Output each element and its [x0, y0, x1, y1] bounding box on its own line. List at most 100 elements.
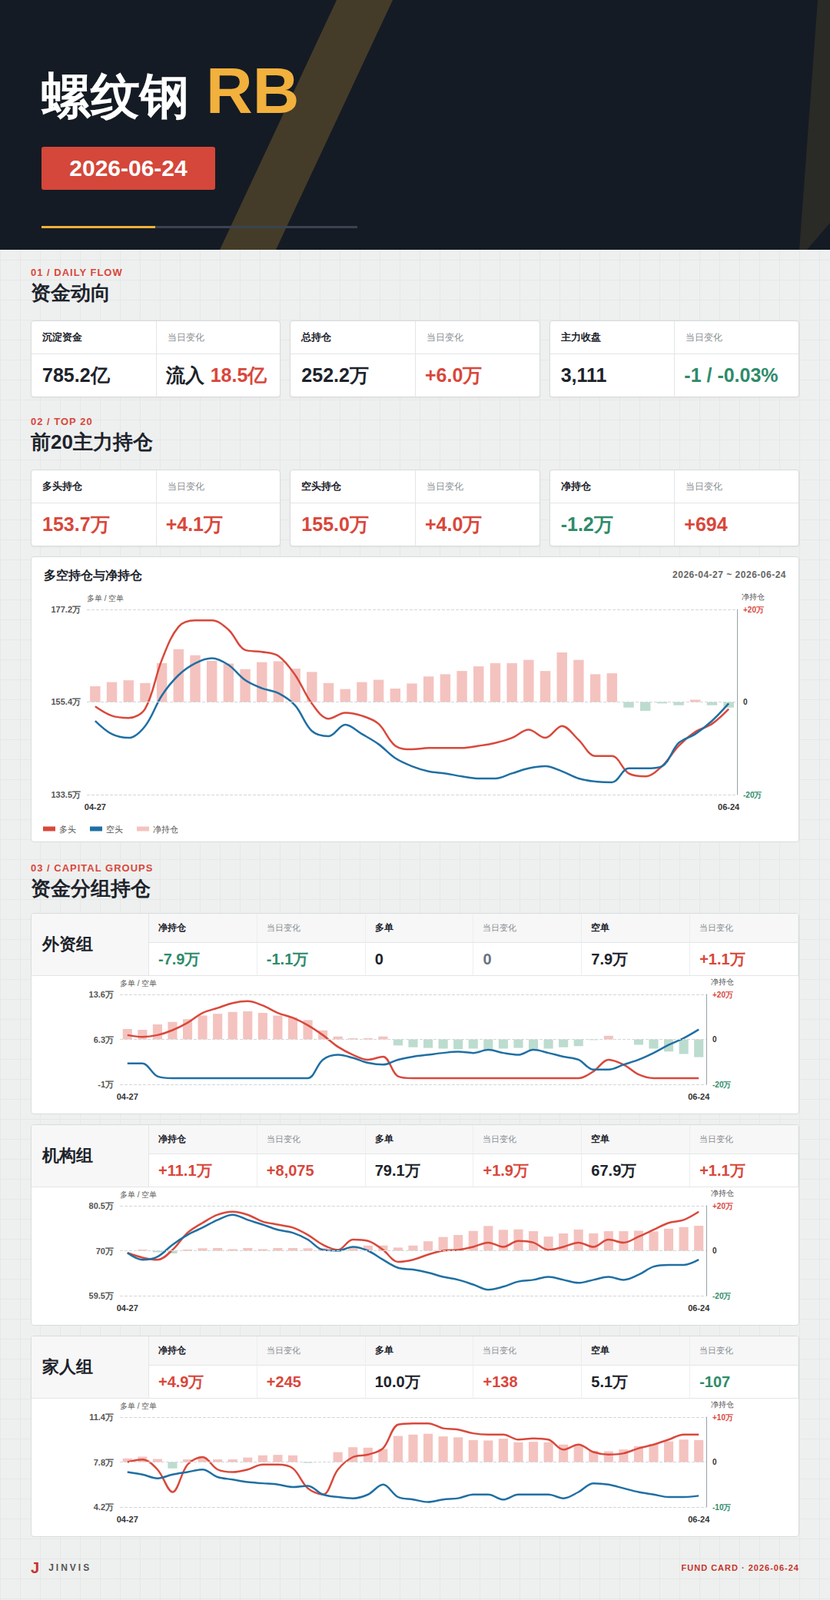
html-text:机构组: 机构组: [42, 1145, 93, 1166]
svg-text:+10万: +10万: [712, 1413, 734, 1422]
html-text:资金分组持仓: 资金分组持仓: [30, 876, 151, 900]
svg-text:155.4万: 155.4万: [50, 697, 81, 707]
svg-text:-20万: -20万: [712, 1080, 731, 1089]
svg-text:11.4万: 11.4万: [89, 1412, 114, 1422]
svg-text:多单 / 空单: 多单 / 空单: [86, 594, 124, 603]
html-text:-1.1万: -1.1万: [266, 950, 309, 968]
svg-text:多单 / 空单: 多单 / 空单: [119, 979, 157, 988]
svg-text:多单 / 空单: 多单 / 空单: [119, 1190, 157, 1199]
html-text:前20主力持仓: 前20主力持仓: [30, 430, 153, 454]
svg-text:空头: 空头: [106, 824, 123, 834]
svg-text:-10万: -10万: [712, 1503, 731, 1512]
svg-text:+20万: +20万: [743, 605, 764, 615]
html-text:流入 18.5亿: 流入 18.5亿: [165, 364, 267, 386]
html-text:净持仓: 净持仓: [158, 1344, 186, 1356]
svg-text:80.5万: 80.5万: [89, 1201, 114, 1211]
html-text:3,111: 3,111: [560, 364, 607, 386]
svg-text:-20万: -20万: [712, 1291, 731, 1301]
html-text:+8,075: +8,075: [266, 1161, 315, 1179]
svg-text:133.5万: 133.5万: [50, 790, 81, 800]
svg-text:-1万: -1万: [97, 1079, 114, 1089]
svg-text:净持仓: 净持仓: [741, 592, 765, 601]
html-text:总持仓: 总持仓: [301, 331, 332, 343]
html-text:+1.9万: +1.9万: [483, 1161, 529, 1179]
html-text:-1.2万: -1.2万: [560, 513, 614, 535]
svg-text:-20万: -20万: [743, 790, 762, 800]
html-text:2026-04-27 ~ 2026-06-24: 2026-04-27 ~ 2026-06-24: [672, 569, 787, 581]
html-text:10.0万: 10.0万: [374, 1372, 421, 1390]
svg-text:0: 0: [712, 1246, 718, 1255]
svg-text:13.6万: 13.6万: [89, 989, 114, 1000]
html-text:02 / TOP 20: 02 / TOP 20: [30, 415, 93, 428]
html-text:+4.1万: +4.1万: [165, 513, 223, 535]
html-text:+1.1万: +1.1万: [699, 950, 746, 968]
svg-text:04-27: 04-27: [116, 1092, 139, 1102]
svg-text:06-24: 06-24: [717, 802, 741, 812]
svg-text:0: 0: [743, 697, 748, 707]
html-text:净持仓: 净持仓: [158, 1133, 186, 1145]
html-text:+4.9万: +4.9万: [158, 1372, 205, 1390]
html-text:-7.9万: -7.9万: [158, 950, 201, 968]
svg-text:0: 0: [712, 1035, 718, 1044]
html-text:当日变化: 当日变化: [167, 480, 205, 492]
html-text:螺纹钢 RB: 螺纹钢 RB: [41, 54, 300, 127]
html-text:多空持仓与净持仓: 多空持仓与净持仓: [43, 568, 143, 582]
html-text:67.9万: 67.9万: [591, 1161, 637, 1179]
svg-text:177.2万: 177.2万: [50, 604, 81, 615]
html-text:785.2亿: 785.2亿: [42, 364, 110, 386]
svg-text:净持仓: 净持仓: [710, 977, 734, 987]
svg-text:+20万: +20万: [712, 990, 734, 1000]
html-text:家人组: 家人组: [42, 1357, 93, 1377]
svg-text:06-24: 06-24: [687, 1303, 711, 1313]
html-text:当日变化: 当日变化: [426, 331, 464, 343]
svg-text:净持仓: 净持仓: [710, 1400, 734, 1409]
html-text:+11.1万: +11.1万: [158, 1161, 212, 1179]
svg-text:多头: 多头: [59, 824, 77, 834]
html-text:资金动向: 资金动向: [30, 281, 111, 305]
html-text:2026-06-24: 2026-06-24: [69, 155, 188, 181]
html-text:+1.1万: +1.1万: [699, 1161, 746, 1179]
svg-text:4.2万: 4.2万: [93, 1502, 114, 1512]
html-text:155.0万: 155.0万: [301, 513, 369, 535]
svg-text:+20万: +20万: [712, 1201, 734, 1211]
html-text:当日变化: 当日变化: [685, 331, 723, 343]
svg-text:净持仓: 净持仓: [710, 1188, 734, 1198]
html-text:主力收盘: 主力收盘: [560, 331, 601, 343]
svg-text:7.8万: 7.8万: [93, 1457, 114, 1468]
svg-text:6.3万: 6.3万: [93, 1035, 114, 1045]
svg-text:多单 / 空单: 多单 / 空单: [119, 1401, 157, 1411]
html-text:+245: +245: [266, 1372, 302, 1390]
html-text:79.1万: 79.1万: [374, 1161, 421, 1179]
svg-text:04-27: 04-27: [116, 1514, 139, 1524]
html-text:空头持仓: 空头持仓: [301, 480, 342, 492]
html-text:-1 / -0.03%: -1 / -0.03%: [684, 364, 779, 386]
html-text:01 / DAILY FLOW: 01 / DAILY FLOW: [30, 266, 123, 279]
html-text:空单: 空单: [591, 1133, 610, 1145]
html-text:当日变化: 当日变化: [167, 331, 205, 343]
html-text:+694: +694: [684, 513, 728, 535]
html-text:沉淀资金: 沉淀资金: [42, 331, 83, 343]
svg-text:04-27: 04-27: [116, 1303, 139, 1313]
svg-text:70万: 70万: [96, 1246, 114, 1256]
html-text:03 / CAPITAL GROUPS: 03 / CAPITAL GROUPS: [30, 862, 154, 874]
html-text:+4.0万: +4.0万: [424, 513, 483, 535]
svg-text:06-24: 06-24: [687, 1514, 711, 1524]
html-text:7.9万: 7.9万: [591, 950, 628, 968]
html-text:当日变化: 当日变化: [685, 480, 723, 492]
html-text:+138: +138: [483, 1372, 518, 1390]
html-text:+6.0万: +6.0万: [424, 364, 483, 386]
svg-text:59.5万: 59.5万: [89, 1291, 114, 1301]
html-text:净持仓: 净持仓: [560, 480, 591, 492]
svg-text:04-27: 04-27: [84, 802, 107, 812]
svg-text:净持仓: 净持仓: [152, 824, 179, 834]
html-text:-107: -107: [699, 1372, 731, 1390]
html-text:当日变化: 当日变化: [426, 480, 464, 492]
html-text:153.7万: 153.7万: [42, 513, 110, 535]
html-text:252.2万: 252.2万: [301, 364, 369, 386]
html-text:外资组: 外资组: [42, 934, 93, 954]
html-text:多头持仓: 多头持仓: [42, 480, 83, 492]
html-text:5.1万: 5.1万: [591, 1372, 628, 1390]
html-text:多单: 多单: [374, 1133, 394, 1145]
svg-text:06-24: 06-24: [687, 1092, 711, 1102]
svg-text:0: 0: [712, 1457, 718, 1467]
